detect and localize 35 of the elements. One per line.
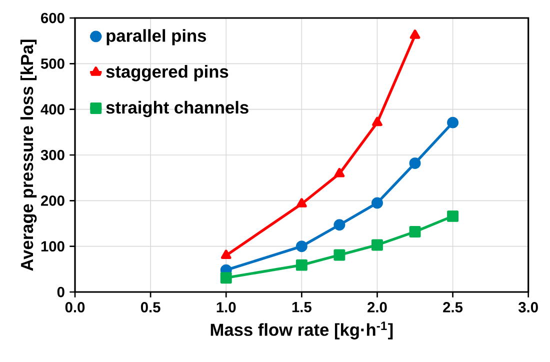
x-tick-label: 0.0 [65,302,85,312]
point [334,219,346,231]
y-tick-label: 400 [40,104,64,115]
legend-label: parallel pins [106,29,206,46]
point [334,249,346,261]
y-tick-label: 0 [57,286,64,298]
y-axis-title: Average pressure loss [kPa] [20,40,37,271]
point [296,240,308,252]
point [334,168,345,178]
x-tick-label: 2.0 [368,302,387,312]
legend-label: staggered pins [106,65,228,82]
point [410,30,420,39]
y-tick-label: 200 [40,195,64,206]
point [447,210,459,222]
point [296,259,308,271]
point [372,116,382,126]
x-axis-title: Mass flow rate [kg·h$^{-1}$] [210,322,393,340]
legend-label: straight channels [106,100,248,118]
point [447,116,459,128]
y-tick-label: 300 [40,150,64,160]
x-tick-label: 2.5 [443,302,463,312]
point [371,197,383,209]
point [409,226,421,238]
x-tick-label: 3.0 [518,302,538,312]
y-tick-label: 100 [41,241,64,252]
point [220,250,232,259]
x-tick-label: 1.0 [216,302,236,312]
y-tick-label: 600 [41,12,64,24]
y-tick-label: 500 [40,58,64,69]
point [371,239,383,251]
point [409,157,421,169]
x-tick-label: 0.5 [140,302,160,312]
point [220,272,232,284]
x-tick-label: 1.5 [292,302,312,312]
point [296,198,307,208]
